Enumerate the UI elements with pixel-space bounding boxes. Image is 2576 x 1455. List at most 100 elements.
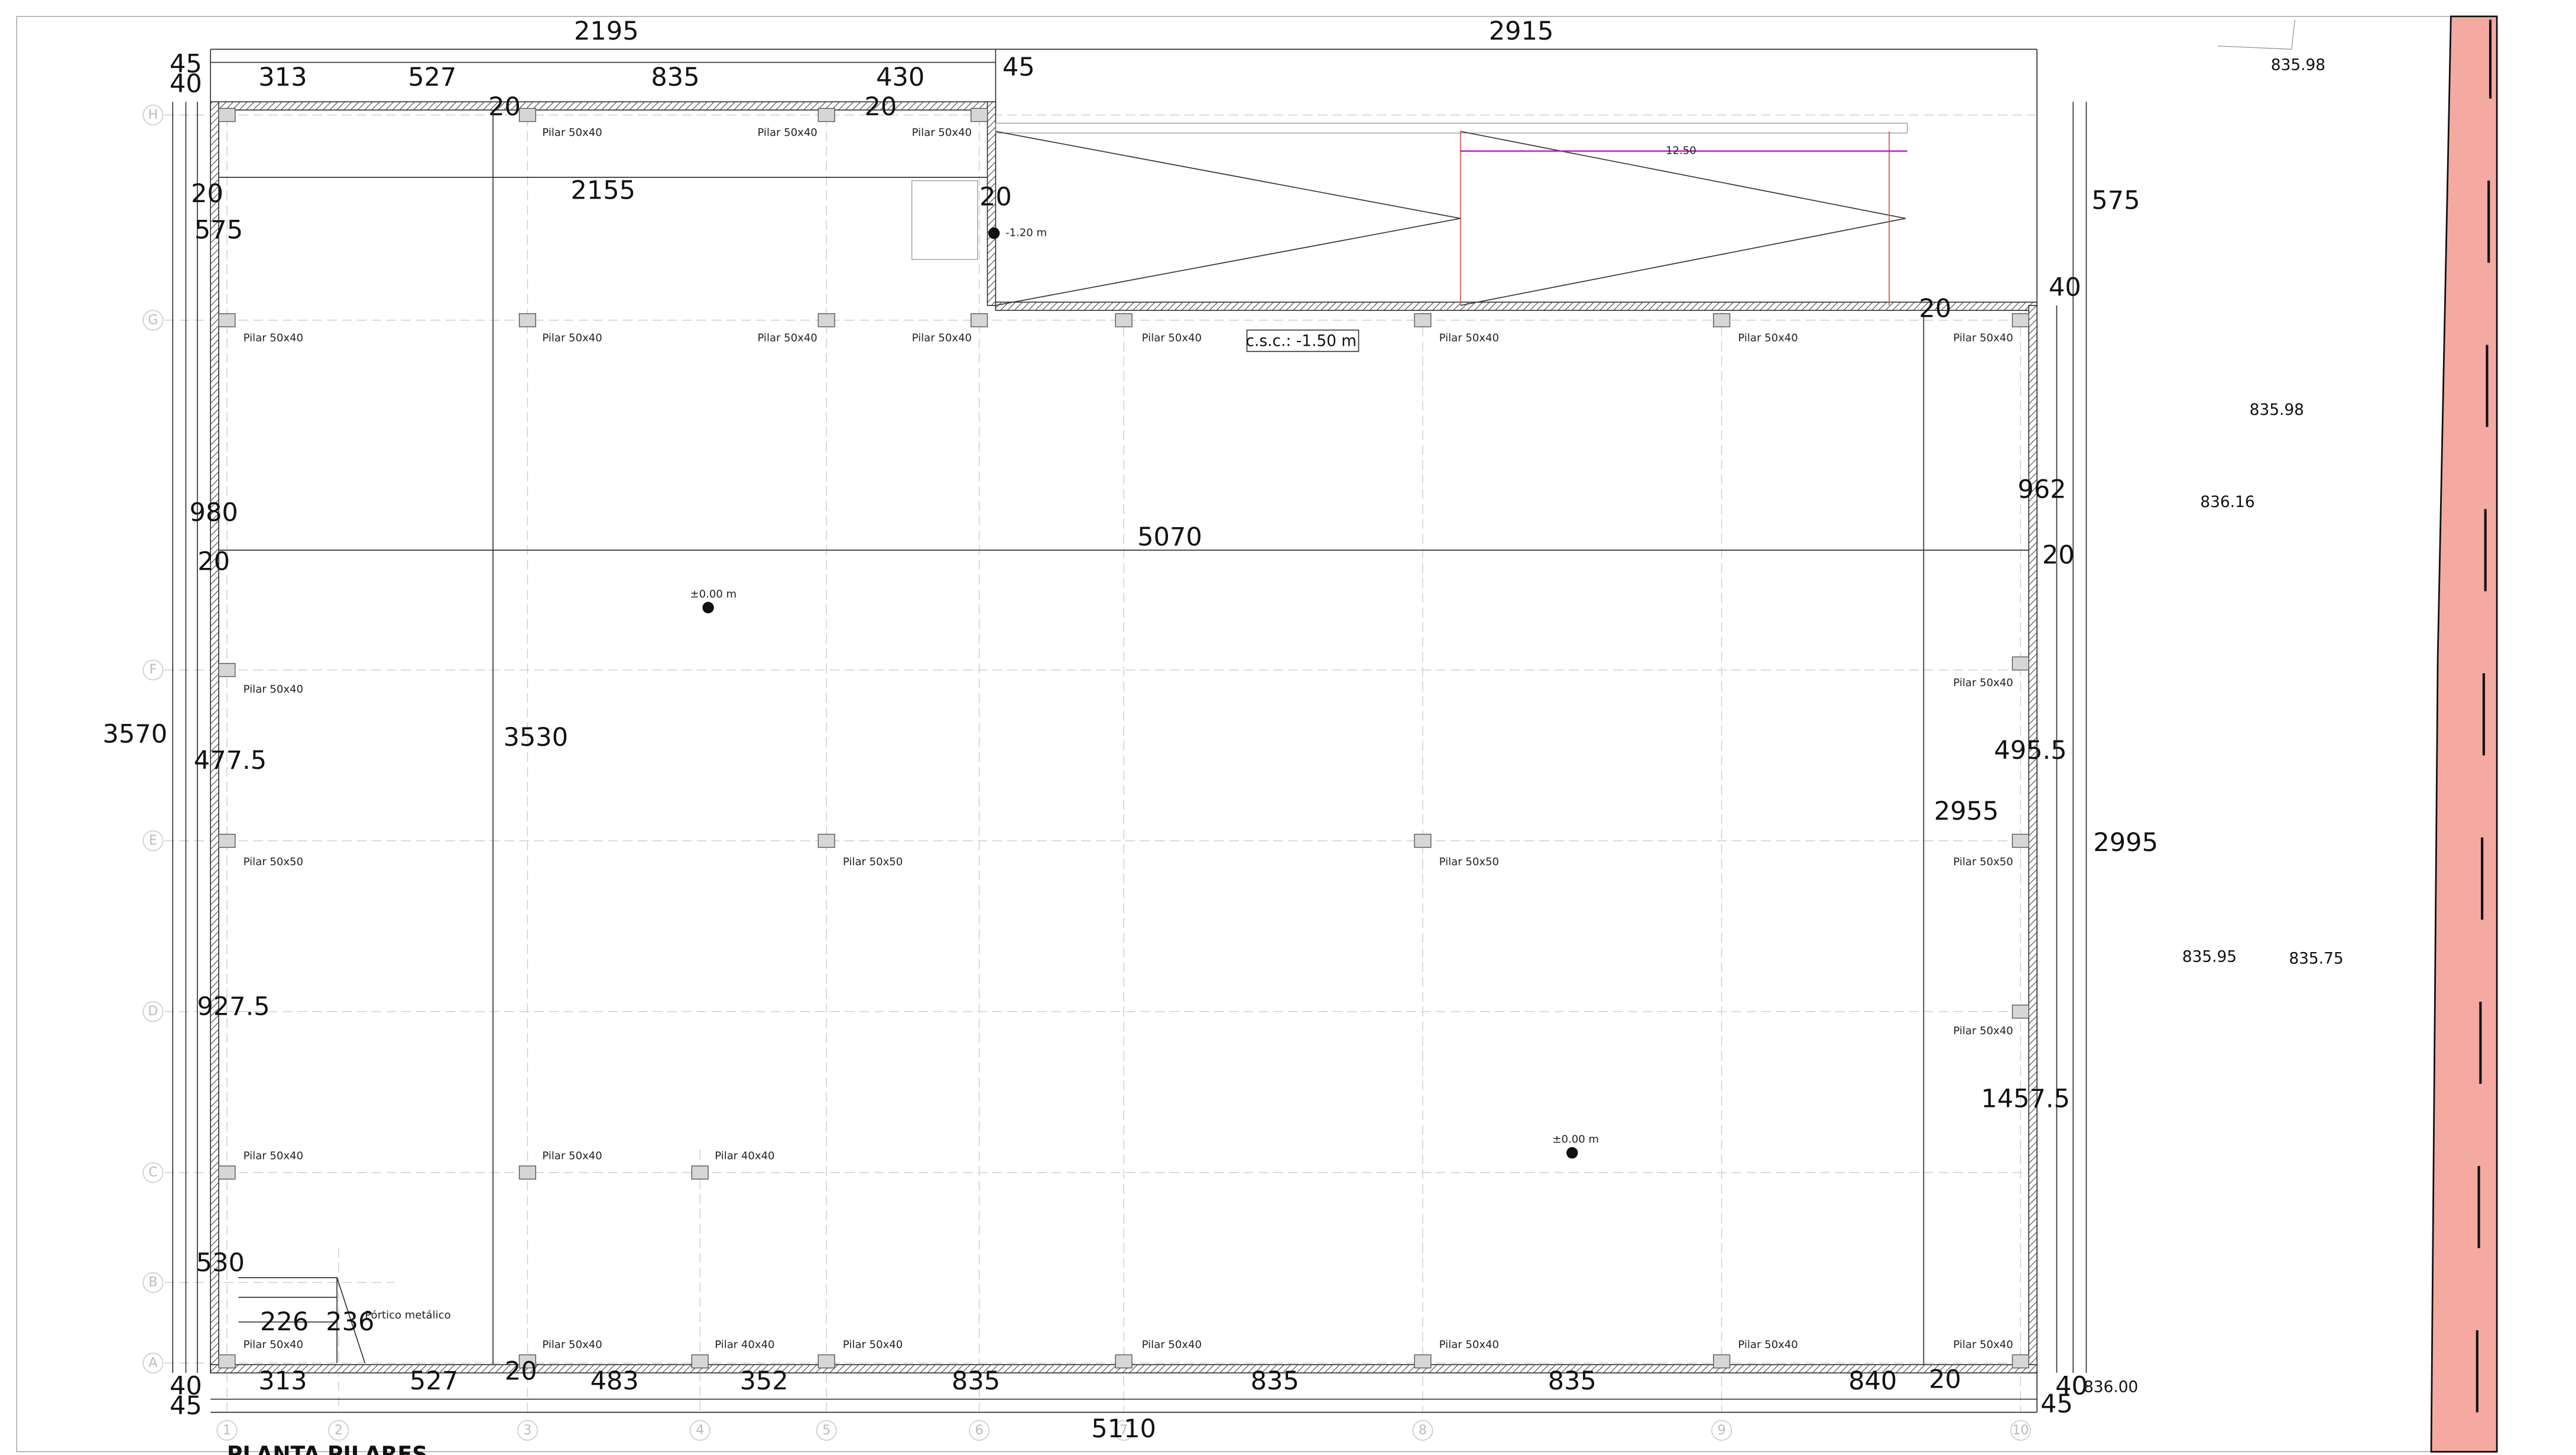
pillar-label: Pilar 50x40 bbox=[843, 1339, 903, 1351]
grid-axis-label: G bbox=[148, 312, 158, 327]
spot-elevation: 835.98 bbox=[2271, 57, 2325, 74]
dimension-label: 352 bbox=[739, 1366, 788, 1396]
column bbox=[2012, 833, 2029, 848]
column bbox=[518, 108, 537, 122]
dimension-label: 927.5 bbox=[197, 992, 270, 1022]
pillar-label: Pilar 50x40 bbox=[1953, 1025, 2013, 1037]
column bbox=[1713, 313, 1731, 327]
pillar-label: Pilar 50x50 bbox=[843, 856, 903, 868]
column bbox=[1115, 1354, 1133, 1369]
dimension-label: 20 bbox=[488, 92, 521, 122]
dimension-label: 483 bbox=[591, 1366, 639, 1396]
column bbox=[218, 313, 236, 327]
portico-label: Pórtico metálico bbox=[365, 1309, 450, 1321]
axis-bubble bbox=[142, 660, 164, 681]
dimension-label: 962 bbox=[2017, 475, 2066, 504]
column bbox=[1414, 833, 1432, 848]
level-symbol bbox=[1566, 1147, 1578, 1159]
pillar-label: Pilar 50x40 bbox=[1953, 1339, 2013, 1351]
grid-axis-label: A bbox=[148, 1355, 158, 1370]
axis-bubble bbox=[142, 1352, 164, 1373]
column bbox=[218, 1354, 236, 1369]
column bbox=[971, 108, 988, 122]
dimension-label: 5070 bbox=[1137, 522, 1202, 552]
axis-bubble bbox=[2010, 1420, 2031, 1441]
pillar-label: Pilar 50x40 bbox=[542, 332, 602, 344]
dimension-label: 2995 bbox=[2093, 828, 2158, 858]
dimension-label: 40 bbox=[170, 1372, 202, 1401]
column bbox=[2012, 1004, 2029, 1019]
pillar-label: Pilar 50x40 bbox=[1142, 332, 1202, 344]
spot-elevation: 836.16 bbox=[2200, 493, 2254, 511]
column bbox=[817, 108, 835, 122]
pillar-label: Pilar 50x40 bbox=[912, 126, 972, 139]
grid-axis-label: 2 bbox=[335, 1422, 343, 1438]
pillar-label: Pilar 50x40 bbox=[1142, 1339, 1202, 1351]
dimension-label: 20 bbox=[979, 183, 1012, 212]
column bbox=[218, 1165, 236, 1180]
column bbox=[518, 1165, 537, 1180]
dimension-label: 2195 bbox=[574, 17, 639, 46]
grid-axis-label: E bbox=[149, 833, 157, 848]
dimension-label: 527 bbox=[408, 63, 456, 92]
pillar-label: Pilar 50x40 bbox=[542, 1149, 602, 1162]
pillar-label: Pilar 50x40 bbox=[1953, 677, 2013, 689]
dimension-label: 45 bbox=[170, 1391, 202, 1421]
spot-elevation: 835.98 bbox=[2250, 401, 2304, 419]
pillar-label: Pilar 50x40 bbox=[1439, 1339, 1499, 1351]
pillar-label: Pilar 50x40 bbox=[244, 1339, 303, 1351]
column bbox=[2012, 313, 2029, 327]
axis-bubble bbox=[689, 1420, 710, 1441]
dimension-label: 835 bbox=[1548, 1366, 1597, 1396]
axis-bubble bbox=[969, 1420, 990, 1441]
level-marker: ±0.00 m bbox=[690, 588, 737, 600]
axis-bubble bbox=[1412, 1420, 1433, 1441]
pillar-label: Pilar 50x50 bbox=[244, 856, 303, 868]
dimension-label: 20 bbox=[505, 1357, 537, 1386]
dimension-label: 20 bbox=[2042, 541, 2075, 570]
dimension-label: 840 bbox=[1848, 1366, 1897, 1396]
level-symbol bbox=[988, 227, 1000, 239]
columns bbox=[142, 105, 2031, 1441]
level-marker: -1.20 m bbox=[1005, 227, 1047, 239]
dimension-label: 530 bbox=[196, 1248, 245, 1278]
column bbox=[1115, 313, 1133, 327]
column bbox=[1414, 1354, 1432, 1369]
grid-axis-label: 1 bbox=[223, 1422, 231, 1438]
dimension-label: 40 bbox=[2049, 273, 2081, 303]
grid-axis-label: 4 bbox=[696, 1422, 704, 1438]
dimension-label: 45 bbox=[2040, 1389, 2073, 1419]
grid-axis-label: 8 bbox=[1419, 1422, 1427, 1438]
column bbox=[1713, 1354, 1731, 1369]
dimension-label: 5110 bbox=[1091, 1414, 1156, 1444]
dimension-label: 2155 bbox=[570, 176, 635, 206]
dimension-label: 575 bbox=[194, 215, 243, 245]
pillar-label: Pilar 50x50 bbox=[1953, 856, 2013, 868]
axis-bubble bbox=[216, 1420, 238, 1441]
grid bbox=[164, 102, 2038, 1412]
axis-bubble bbox=[816, 1420, 837, 1441]
spot-elevation: 836.00 bbox=[2084, 1379, 2138, 1396]
csc-label: c.s.c.: -1.50 m bbox=[1245, 332, 1356, 350]
grid-axis-label: 7 bbox=[1120, 1422, 1128, 1438]
dimension-label: 226 bbox=[260, 1307, 309, 1337]
pillar-label: Pilar 50x40 bbox=[244, 1149, 303, 1162]
column bbox=[817, 313, 835, 327]
dimension-label: 575 bbox=[2091, 186, 2140, 215]
dimension-label: 40 bbox=[2055, 1372, 2088, 1401]
column bbox=[691, 1354, 709, 1369]
dimension-lines bbox=[172, 48, 2087, 1413]
ramp-slope: 12.50 bbox=[1666, 145, 1696, 157]
plan-title: PLANTA PILARES bbox=[227, 1441, 427, 1455]
column bbox=[518, 313, 537, 327]
dimension-label: 20 bbox=[864, 92, 897, 122]
dimension-label: 980 bbox=[190, 498, 238, 527]
column bbox=[218, 833, 236, 848]
spot-elevation: 835.95 bbox=[2182, 949, 2237, 966]
axis-bubble bbox=[142, 1001, 164, 1022]
column bbox=[518, 1354, 537, 1369]
pillar-label: Pilar 40x40 bbox=[715, 1339, 774, 1351]
dimension-label: 1457.5 bbox=[1981, 1084, 2070, 1113]
pillar-label: Pilar 50x40 bbox=[244, 683, 303, 696]
